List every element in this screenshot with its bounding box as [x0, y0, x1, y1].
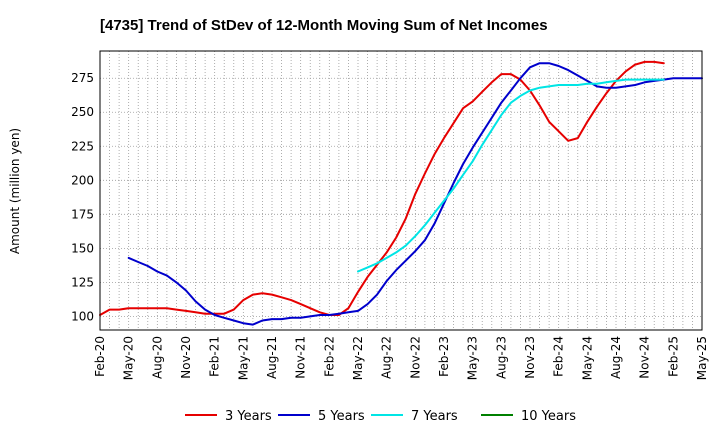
chart-title: [4735] Trend of StDev of 12-Month Moving…	[100, 17, 548, 34]
x-tick-label: Feb-22	[322, 336, 336, 377]
x-tick-label: Nov-21	[294, 336, 308, 379]
plot-frame	[99, 50, 703, 331]
legend-label: 3 Years	[225, 409, 272, 424]
legend-label: 7 Years	[411, 409, 458, 424]
x-tick-label: Nov-22	[408, 336, 422, 379]
x-tick-label: Feb-20	[93, 336, 107, 377]
series-line	[99, 60, 665, 316]
x-tick-label: Feb-25	[666, 336, 680, 377]
y-tick-label: 175	[71, 207, 94, 221]
y-tick-label: 125	[71, 275, 94, 289]
x-tick-label: Aug-23	[494, 336, 508, 379]
x-tick-label: Feb-21	[208, 336, 222, 377]
y-tick-label: 225	[71, 139, 94, 153]
x-tick-label: Nov-24	[638, 336, 652, 379]
y-axis-ticks: 100 125 150 175 200 225 250 275	[71, 71, 94, 323]
x-tick-label: Feb-24	[552, 336, 566, 377]
x-tick-label: Aug-22	[380, 336, 394, 379]
x-tick-label: Aug-21	[265, 336, 279, 379]
y-tick-label: 250	[71, 105, 94, 119]
grid	[100, 51, 702, 330]
plot-area	[99, 60, 703, 326]
x-tick-label: Feb-23	[437, 336, 451, 377]
x-tick-label: Nov-20	[179, 336, 193, 379]
x-tick-label: May-21	[236, 336, 250, 380]
y-tick-label: 100	[71, 309, 94, 323]
y-tick-label: 200	[71, 173, 94, 187]
x-tick-label: May-23	[466, 336, 480, 380]
y-axis-label: Amount (million yen)	[8, 128, 22, 254]
legend-label: 5 Years	[318, 409, 365, 424]
y-tick-label: 275	[71, 71, 94, 85]
legend-label: 10 Years	[521, 409, 576, 424]
x-tick-label: May-22	[351, 336, 365, 380]
x-tick-label: Nov-23	[523, 336, 537, 379]
x-tick-label: May-20	[122, 336, 136, 380]
x-tick-label: Aug-24	[609, 336, 623, 379]
series-line	[127, 62, 703, 326]
series-line	[357, 78, 665, 273]
x-tick-label: May-24	[580, 336, 594, 380]
legend: 3 Years 5 Years 7 Years 10 Years	[185, 409, 576, 424]
x-tick-label: Aug-20	[150, 336, 164, 379]
y-tick-label: 150	[71, 241, 94, 255]
x-axis-ticks: Feb-20 May-20 Aug-20 Nov-20 Feb-21 May-21 Aug-…	[93, 336, 709, 380]
x-tick-label: May-25	[695, 336, 709, 380]
